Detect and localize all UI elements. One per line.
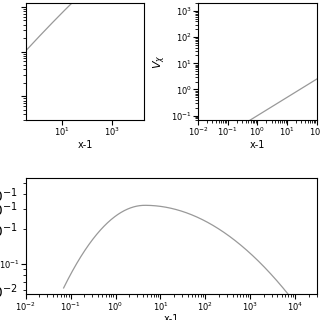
X-axis label: x-1: x-1 [250, 140, 265, 150]
Y-axis label: $V_\chi$: $V_\chi$ [152, 54, 168, 69]
X-axis label: x-1: x-1 [164, 315, 179, 320]
X-axis label: x-1: x-1 [77, 140, 93, 150]
